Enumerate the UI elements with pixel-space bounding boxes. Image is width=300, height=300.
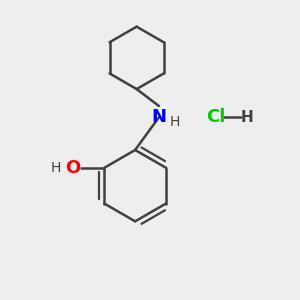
Text: H: H	[240, 110, 253, 125]
Text: H: H	[51, 161, 61, 175]
Text: Cl: Cl	[206, 108, 225, 126]
Text: H: H	[169, 115, 180, 129]
Text: N: N	[152, 108, 166, 126]
Text: O: O	[65, 159, 81, 177]
